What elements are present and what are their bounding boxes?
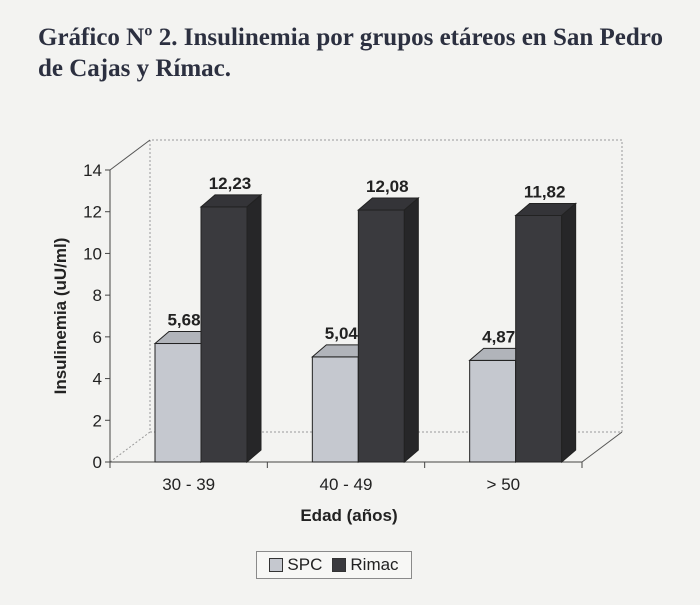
y-tick-label: 12 (83, 203, 102, 222)
bar-side-rimac (561, 202, 577, 464)
chart-legend: SPC Rimac (256, 551, 412, 579)
bar-side-rimac (246, 193, 262, 464)
bar-side-rimac (403, 196, 419, 464)
y-tick-label: 10 (83, 244, 102, 263)
bar-front-spc (469, 359, 517, 463)
y-tick-label: 0 (93, 453, 102, 472)
legend-item-spc: SPC (269, 555, 322, 575)
bar-front-spc (154, 343, 202, 463)
x-tick-label: 40 - 49 (320, 475, 373, 494)
legend-item-rimac: Rimac (332, 555, 399, 575)
legend-label-spc: SPC (287, 555, 323, 574)
data-label-spc: 5,04 (325, 324, 359, 343)
bar-front-rimac (357, 209, 405, 463)
y-tick-label: 4 (93, 370, 102, 389)
legend-swatch-rimac (332, 558, 347, 572)
data-label-rimac: 12,08 (366, 177, 409, 196)
y-tick-label: 6 (93, 328, 102, 347)
bar-front-rimac (515, 214, 563, 463)
y-tick-label: 2 (93, 411, 102, 430)
y-axis-title: Insulinemia (uU/ml) (51, 238, 70, 395)
legend-swatch-spc (269, 558, 284, 572)
y-tick-label: 8 (93, 286, 102, 305)
legend-label-rimac: Rimac (350, 555, 399, 574)
plot-floor-right-edge (581, 431, 623, 463)
x-tick-label: 30 - 39 (162, 475, 215, 494)
x-axis-title: Edad (años) (300, 506, 397, 525)
bar-front-spc (311, 356, 359, 463)
bar-front-rimac (200, 206, 248, 463)
data-label-spc: 5,68 (167, 311, 200, 330)
chart-title-line-1: Gráfico Nº 2. Insulinemia por grupos etá… (38, 24, 663, 51)
data-label-spc: 4,87 (482, 327, 515, 346)
y-tick-label: 14 (83, 161, 102, 180)
chart-title: Gráfico Nº 2. Insulinemia por grupos etá… (38, 22, 678, 84)
chart-title-line-2: de Cajas y Rímac. (38, 55, 232, 82)
x-tick-label: > 50 (487, 475, 521, 494)
plot-wall-top-edge (109, 139, 151, 171)
data-label-rimac: 11,82 (524, 182, 566, 201)
data-label-rimac: 12,23 (209, 174, 252, 193)
